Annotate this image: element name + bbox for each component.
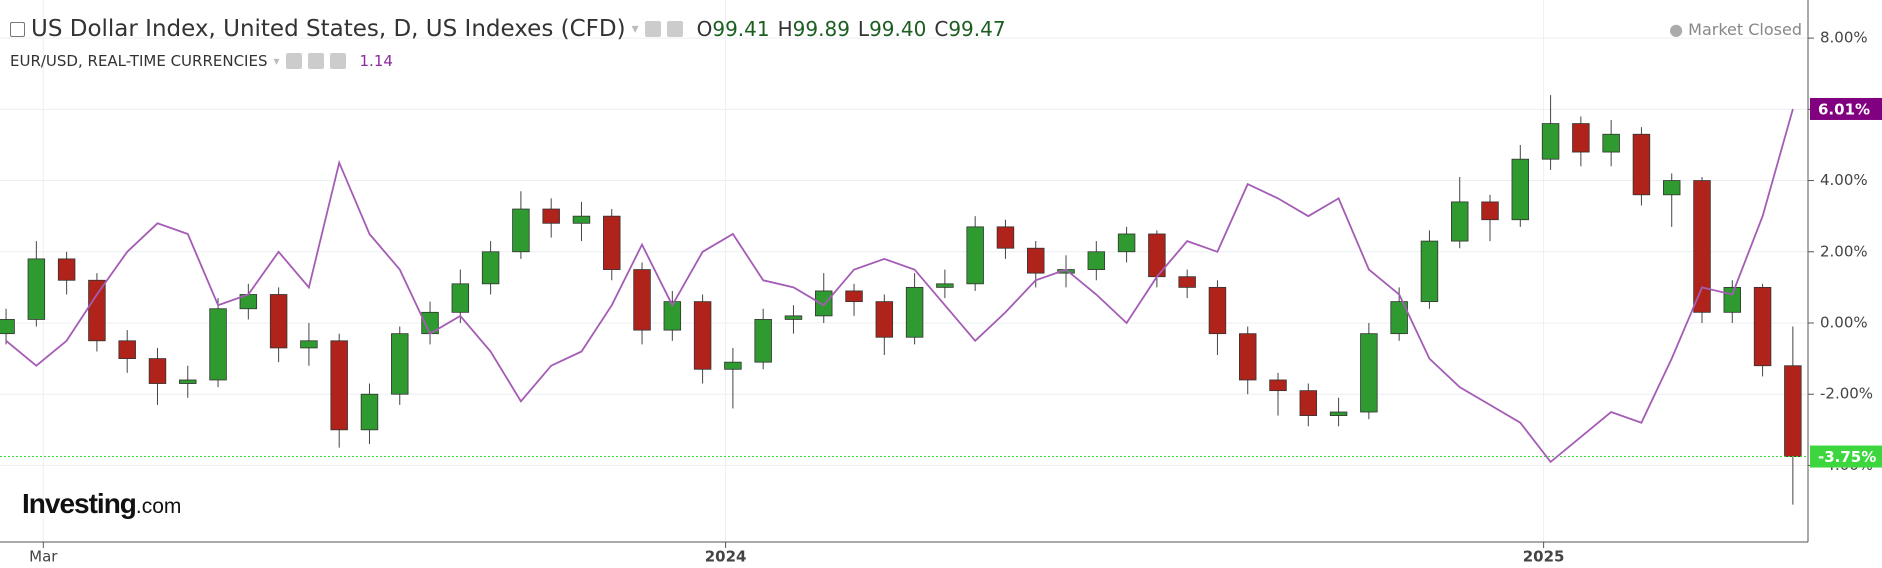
quote-value: 99.41: [712, 17, 770, 41]
candle-body: [1117, 233, 1136, 253]
overlay-legend: EUR/USD, REAL-TIME CURRENCIES ▾ 1.14: [10, 52, 393, 70]
y-tick-label: 4.00%: [1820, 171, 1868, 189]
y-tick-label: -2.00%: [1820, 385, 1873, 403]
candle-body: [784, 315, 803, 320]
candle-body: [1087, 251, 1106, 270]
candle-body: [1420, 240, 1439, 303]
candle-body: [1390, 301, 1408, 335]
candle-body: [391, 333, 409, 395]
candle-body: [1662, 180, 1681, 196]
x-tick-label: 2024: [705, 548, 747, 566]
quote-value: 1.14: [359, 52, 393, 70]
quote-key: O: [696, 17, 713, 41]
visibility-icon[interactable]: [644, 21, 661, 37]
candle-body: [269, 294, 288, 349]
quote-value: 99.47: [948, 17, 1006, 41]
logo: Investing.com: [22, 488, 181, 520]
candle-body: [481, 251, 500, 285]
market-status: ● Market Closed: [1669, 20, 1802, 39]
candle-body: [88, 279, 106, 342]
quote-values: O99.41 H99.89 L99.40 C99.47: [689, 17, 1006, 41]
candle-body: [1541, 123, 1560, 160]
candle-body: [1723, 286, 1742, 313]
quote-key: H: [777, 17, 793, 41]
candle-body: [845, 290, 863, 303]
candle-body: [330, 340, 348, 431]
candle-body: [603, 215, 621, 270]
candle-body: [118, 340, 136, 360]
candle-body: [1239, 333, 1257, 381]
candle-body: [451, 283, 470, 313]
candle-body: [1450, 201, 1469, 242]
grid: [0, 0, 1808, 542]
candle-body: [1511, 158, 1530, 221]
main-legend: US Dollar Index, United States, D, US In…: [10, 16, 1006, 42]
candle-body: [542, 208, 560, 224]
candle-body: [905, 286, 924, 338]
visibility-icon[interactable]: [285, 53, 302, 69]
candle-body: [1784, 365, 1802, 457]
y-tick-label: 2.00%: [1820, 242, 1868, 260]
y-tick-label: 8.00%: [1820, 29, 1868, 47]
remove-icon[interactable]: [329, 53, 346, 69]
candle-body: [693, 301, 712, 370]
candle-body: [1269, 379, 1287, 392]
candle-body: [1208, 286, 1227, 335]
candle-body: [996, 226, 1015, 249]
settings-icon[interactable]: [307, 53, 324, 69]
candle-body: [633, 269, 651, 331]
candle-body: [966, 226, 984, 285]
last-value-label: 6.01%: [1818, 100, 1870, 118]
series-name: EUR/USD, REAL-TIME CURRENCIES: [10, 52, 268, 70]
candle-body: [179, 379, 197, 384]
candle-body: [209, 308, 227, 381]
candle-body: [1027, 247, 1045, 274]
candle-body: [936, 283, 954, 288]
candle-body: [1178, 276, 1196, 288]
candle-body: [875, 301, 894, 338]
collapse-button[interactable]: [10, 21, 25, 37]
series-name: US Dollar Index, United States, D, US In…: [31, 16, 626, 42]
dropdown-arrow[interactable]: ▾: [631, 21, 639, 37]
candle-body: [1693, 180, 1711, 313]
candle-body: [724, 361, 742, 370]
quote-value: 99.89: [792, 17, 850, 41]
last-value-label: -3.75%: [1818, 448, 1876, 466]
candle-body: [27, 258, 46, 320]
line-series: [5, 108, 1794, 464]
candle-body: [148, 358, 167, 384]
dropdown-arrow[interactable]: ▾: [273, 54, 280, 68]
candle-body: [1299, 390, 1318, 416]
candle-body: [572, 215, 591, 224]
logo-brand: Investing: [22, 488, 137, 519]
candle-body: [1360, 333, 1378, 413]
y-tick-label: 0.00%: [1820, 313, 1868, 331]
quote-value: 99.40: [869, 17, 927, 41]
settings-icon[interactable]: [666, 21, 683, 37]
candle-body: [360, 393, 379, 431]
quote-key: C: [934, 17, 949, 41]
candle-body: [1632, 133, 1651, 196]
x-tick-label: Mar: [29, 548, 58, 566]
candle-body: [0, 319, 15, 335]
last-value-box: [1810, 445, 1882, 468]
candle-body: [1753, 286, 1772, 367]
candle-body: [57, 258, 76, 281]
candle-body: [1572, 123, 1590, 153]
candle-body: [754, 319, 772, 363]
candle-body: [512, 208, 530, 253]
status-text: Market Closed: [1688, 20, 1802, 39]
candle-body: [815, 290, 833, 317]
logo-suffix: .com: [135, 495, 182, 518]
candle-body: [300, 340, 318, 349]
candle-body: [1481, 201, 1499, 221]
x-tick-label: 2025: [1523, 548, 1565, 566]
quote-key: L: [857, 17, 870, 41]
candle-body: [1602, 133, 1620, 153]
candle-body: [663, 301, 682, 331]
candle-body: [1329, 411, 1348, 416]
last-value-box: [1810, 97, 1882, 120]
